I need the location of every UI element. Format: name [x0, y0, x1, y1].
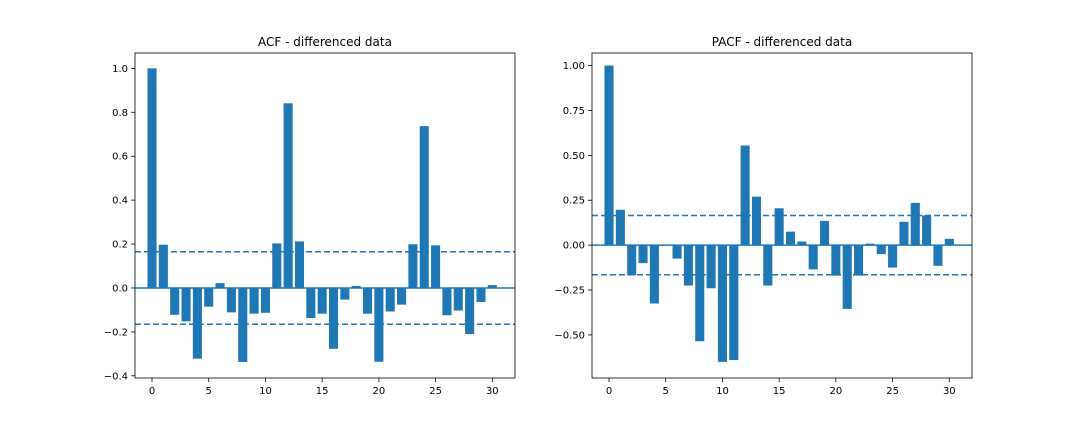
pacf-x-tick-label: 25	[886, 386, 899, 397]
pacf-y-tick-label: 0.50	[563, 151, 585, 162]
acf-bar-lag-23	[408, 244, 418, 288]
pacf-bar-lag-18	[808, 245, 818, 270]
pacf-bar-lag-7	[683, 245, 693, 286]
pacf-x-tick-label: 30	[943, 386, 956, 397]
pacf-bar-lag-12	[740, 145, 750, 246]
pacf-bar-lag-8	[695, 245, 705, 342]
pacf-bar-lag-4	[649, 245, 659, 304]
acf-y-tick-label: 1.0	[112, 64, 128, 75]
pacf-bar-lag-2	[627, 245, 637, 276]
acf-y-tick-label: −0.2	[104, 327, 128, 338]
acf-bar-lag-13	[294, 241, 305, 288]
pacf-bar-lag-27	[910, 202, 920, 246]
pacf-x-tick-label: 5	[663, 386, 669, 397]
acf-x-tick-label: 10	[259, 386, 272, 397]
acf-axes-frame	[134, 52, 516, 379]
pacf-bar-lag-24	[876, 245, 886, 255]
pacf-bar-lag-30	[944, 238, 954, 246]
acf-bar-lag-18	[351, 285, 361, 288]
acf-bar-lag-26	[442, 287, 452, 316]
acf-x-tick-label: 0	[149, 386, 155, 397]
acf-bar-lag-14	[306, 287, 316, 319]
pacf-bar-lag-14	[763, 245, 773, 286]
pacf-bar-lag-22	[854, 245, 864, 276]
pacf-bar-lag-29	[933, 245, 943, 266]
pacf-bar-lag-10	[717, 245, 727, 362]
acf-y-tick-label: −0.4	[104, 371, 128, 382]
acf-bar-lag-10	[260, 287, 270, 313]
pacf-y-tick-label: 0.25	[563, 196, 585, 207]
acf-x-tick-label: 20	[373, 386, 386, 397]
pacf-panel: PACF - differenced data 0 5 10 15 20 25 30 −0.5…	[554, 35, 973, 397]
acf-bar-lag-12	[283, 103, 293, 288]
acf-x-tick-label: 25	[429, 386, 442, 397]
pacf-bar-lag-1	[615, 209, 625, 246]
pacf-x-tick-label: 10	[716, 386, 729, 397]
acf-bar-lag-16	[328, 287, 339, 349]
pacf-bar-lag-20	[831, 245, 841, 276]
pacf-bar-lag-0	[604, 65, 614, 246]
acf-x-tick-label: 5	[206, 386, 212, 397]
acf-bar-lag-1	[158, 244, 168, 288]
acf-bar-lag-2	[170, 287, 180, 315]
pacf-title: PACF - differenced data	[712, 35, 852, 49]
acf-y-tick-label: 0.8	[112, 108, 128, 119]
pacf-bar-lag-28	[922, 215, 932, 246]
pacf-bar-lag-17	[797, 241, 807, 246]
acf-y-tick-label: 0.6	[112, 152, 128, 163]
pacf-bar-lag-25	[888, 245, 898, 268]
pacf-y-tick-label: −0.25	[554, 286, 585, 297]
acf-bar-lag-17	[340, 287, 350, 300]
acf-bar-lag-4	[192, 287, 202, 359]
pacf-y-tick-label: −0.50	[554, 330, 585, 341]
acf-bar-lag-9	[249, 287, 259, 314]
acf-bar-lag-27	[453, 287, 463, 311]
pacf-bar-lag-3	[638, 245, 648, 264]
acf-bar-lag-11	[272, 243, 282, 288]
pacf-y-tick-label: 0.00	[563, 241, 585, 252]
pacf-bar-lag-15	[774, 208, 784, 246]
acf-bar-lag-28	[465, 287, 475, 335]
acf-y-tick-label: 0.4	[112, 196, 128, 207]
acf-panel: ACF - differenced data 0 5 10 15 20 25 30 −0.4 −…	[104, 35, 516, 397]
pacf-bar-lag-26	[899, 221, 909, 246]
acf-bar-lag-0	[147, 68, 157, 288]
acf-bar-lag-7	[226, 287, 236, 313]
acf-bar-lag-24	[419, 126, 429, 288]
pacf-axes-frame	[591, 52, 973, 379]
acf-bar-lag-5	[204, 287, 214, 307]
acf-bar-lag-15	[317, 287, 327, 314]
acf-bar-lag-21	[385, 287, 395, 312]
pacf-x-tick-label: 0	[606, 386, 612, 397]
pacf-bar-lag-11	[729, 245, 739, 361]
pacf-bar-lag-21	[842, 245, 852, 309]
pacf-bar-lag-16	[785, 231, 796, 246]
pacf-y-tick-label: 0.75	[563, 106, 585, 117]
acf-bar-lag-19	[363, 287, 373, 314]
acf-bar-lag-3	[181, 287, 191, 322]
pacf-bar-lag-19	[820, 220, 830, 246]
acf-bar-lag-25	[431, 245, 441, 288]
acf-bar-lag-22	[397, 287, 407, 305]
acf-x-tick-label: 30	[486, 386, 499, 397]
pacf-bar-lag-9	[706, 245, 716, 289]
acf-bar-lag-8	[238, 287, 248, 362]
pacf-x-tick-label: 20	[830, 386, 843, 397]
acf-bar-lag-29	[476, 287, 486, 303]
acf-title: ACF - differenced data	[258, 35, 392, 49]
pacf-bar-lag-13	[751, 196, 762, 246]
pacf-x-tick-label: 15	[773, 386, 786, 397]
acf-y-tick-label: 0.0	[112, 283, 128, 294]
acf-y-tick-label: 0.2	[112, 240, 128, 251]
acf-bar-lag-30	[487, 285, 497, 288]
pacf-bar-lag-6	[672, 245, 682, 259]
acf-x-tick-label: 15	[316, 386, 329, 397]
acf-bar-lag-6	[215, 283, 225, 288]
pacf-y-tick-label: 1.00	[563, 61, 585, 72]
